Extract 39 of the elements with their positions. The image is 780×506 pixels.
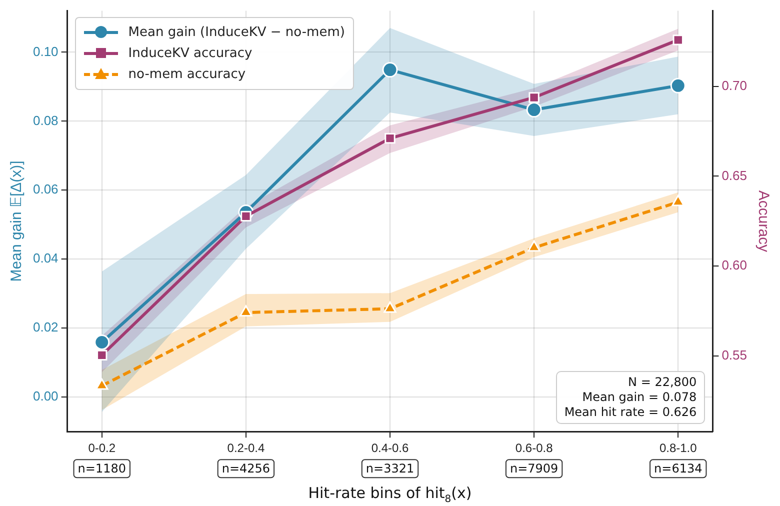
point	[382, 62, 398, 78]
x-tick-label: 0-0.2	[88, 441, 116, 456]
point	[526, 102, 542, 118]
x-tick-label: 0.2-0.4	[227, 441, 265, 456]
legend-label: InduceKV accuracy	[128, 46, 252, 61]
y-tick-label: 0.04	[32, 250, 58, 266]
point	[528, 92, 540, 103]
y2-tick-label: 0.65	[722, 168, 748, 183]
y2-tick-label: 0.70	[722, 78, 748, 93]
text: n=1180	[78, 462, 126, 476]
point	[670, 78, 686, 94]
y2-tick-label: 0.55	[722, 348, 748, 363]
point	[384, 302, 396, 313]
legend-label: no-mem accuracy	[128, 66, 246, 82]
annotation: Mean hit rate = 0.626	[564, 404, 697, 420]
y-tick-label: 0.00	[32, 388, 58, 404]
x-tick-label: 0.4-0.6	[371, 441, 410, 456]
point	[94, 334, 110, 350]
y-axis-title: Mean gain 𝔼[Δ(x)]	[8, 160, 26, 282]
text: n=6134	[654, 462, 702, 476]
text: n=7909	[510, 462, 558, 476]
y-tick-label: 0.08	[32, 112, 58, 128]
y-tick-label: 0.02	[32, 320, 58, 335]
annotation: Mean gain = 0.078	[581, 390, 697, 405]
point	[672, 34, 684, 46]
annotation: N = 22,800	[627, 374, 697, 390]
legend-label: Mean gain (InduceKV − no-mem)	[128, 24, 345, 40]
x-tick-label: 0.6-0.8	[515, 441, 554, 456]
y-tick-label: 0.06	[32, 182, 58, 197]
x-axis-title: Hit-rate bins of hit$_{8}$(x)	[307, 484, 473, 505]
point	[384, 132, 396, 144]
point	[528, 240, 540, 252]
y-tick-label: 0.10	[32, 44, 58, 59]
text: n=3321	[366, 462, 414, 476]
text: n=4256	[222, 462, 270, 476]
y2-tick-label: 0.60	[722, 258, 748, 273]
x-tick-label: 0.8-1.0	[659, 441, 698, 456]
y2-axis-title: Accuracy	[754, 190, 772, 253]
point	[240, 305, 252, 317]
